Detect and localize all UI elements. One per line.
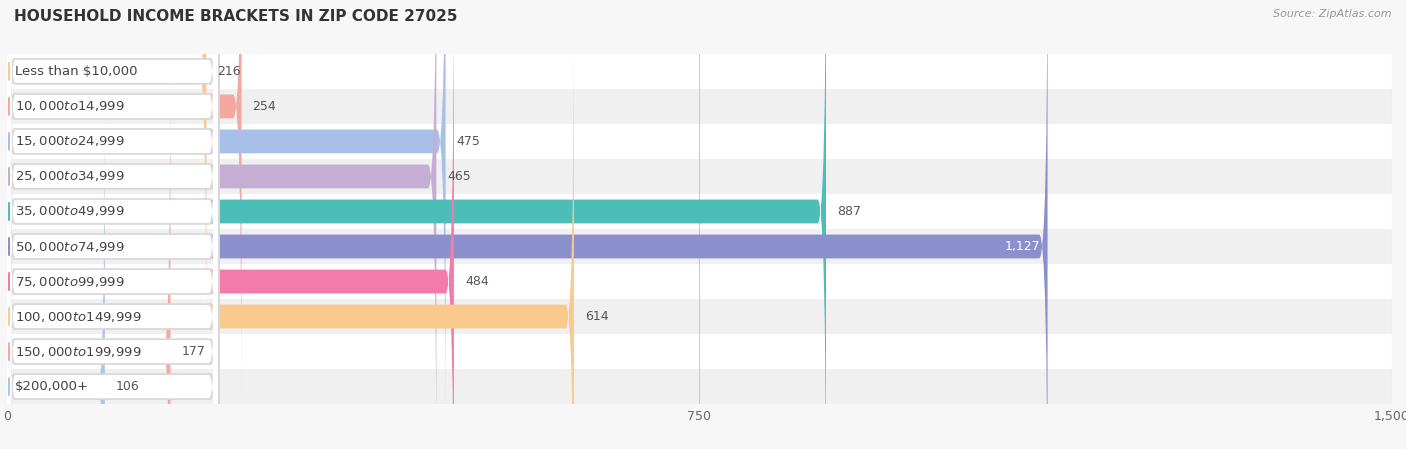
Bar	[7, 229, 1392, 264]
Text: $35,000 to $49,999: $35,000 to $49,999	[15, 204, 125, 219]
FancyBboxPatch shape	[7, 0, 218, 449]
Bar	[7, 299, 1392, 334]
FancyBboxPatch shape	[7, 0, 218, 445]
FancyBboxPatch shape	[7, 83, 218, 449]
Bar	[7, 89, 1392, 124]
Text: 177: 177	[181, 345, 205, 358]
FancyBboxPatch shape	[6, 0, 219, 449]
Text: 254: 254	[253, 100, 277, 113]
Text: 475: 475	[457, 135, 481, 148]
Text: 1,127: 1,127	[1004, 240, 1040, 253]
Text: 614: 614	[585, 310, 609, 323]
FancyBboxPatch shape	[7, 0, 218, 449]
FancyBboxPatch shape	[7, 0, 218, 375]
Bar	[7, 369, 1392, 404]
Text: 106: 106	[115, 380, 139, 393]
Text: $10,000 to $14,999: $10,000 to $14,999	[15, 99, 125, 114]
Bar	[7, 159, 1392, 194]
Text: 465: 465	[447, 170, 471, 183]
FancyBboxPatch shape	[7, 13, 218, 449]
Text: 887: 887	[837, 205, 860, 218]
FancyBboxPatch shape	[7, 0, 218, 410]
FancyBboxPatch shape	[6, 0, 219, 449]
FancyBboxPatch shape	[7, 0, 218, 449]
FancyBboxPatch shape	[7, 0, 242, 409]
Text: $75,000 to $99,999: $75,000 to $99,999	[15, 274, 125, 289]
FancyBboxPatch shape	[6, 85, 219, 449]
Text: Source: ZipAtlas.com: Source: ZipAtlas.com	[1274, 9, 1392, 19]
Text: HOUSEHOLD INCOME BRACKETS IN ZIP CODE 27025: HOUSEHOLD INCOME BRACKETS IN ZIP CODE 27…	[14, 9, 457, 24]
Bar	[7, 194, 1392, 229]
Text: 484: 484	[465, 275, 489, 288]
Text: $100,000 to $149,999: $100,000 to $149,999	[15, 309, 142, 324]
FancyBboxPatch shape	[7, 0, 446, 445]
Text: $50,000 to $74,999: $50,000 to $74,999	[15, 239, 125, 254]
Bar	[7, 334, 1392, 369]
Text: Less than $10,000: Less than $10,000	[15, 65, 138, 78]
FancyBboxPatch shape	[6, 0, 219, 449]
FancyBboxPatch shape	[6, 0, 219, 373]
Bar	[7, 124, 1392, 159]
Text: $25,000 to $34,999: $25,000 to $34,999	[15, 169, 125, 184]
FancyBboxPatch shape	[6, 50, 219, 449]
FancyBboxPatch shape	[7, 0, 436, 449]
FancyBboxPatch shape	[7, 48, 218, 449]
FancyBboxPatch shape	[6, 0, 219, 443]
FancyBboxPatch shape	[6, 0, 219, 449]
Text: $200,000+: $200,000+	[15, 380, 89, 393]
Text: $150,000 to $199,999: $150,000 to $199,999	[15, 344, 142, 359]
FancyBboxPatch shape	[7, 13, 574, 449]
FancyBboxPatch shape	[7, 0, 207, 374]
Text: 216: 216	[218, 65, 242, 78]
FancyBboxPatch shape	[6, 0, 219, 408]
FancyBboxPatch shape	[7, 84, 105, 449]
FancyBboxPatch shape	[6, 15, 219, 449]
FancyBboxPatch shape	[7, 0, 218, 449]
FancyBboxPatch shape	[7, 0, 1047, 449]
FancyBboxPatch shape	[7, 48, 170, 449]
FancyBboxPatch shape	[7, 0, 454, 449]
Bar	[7, 54, 1392, 89]
Text: $15,000 to $24,999: $15,000 to $24,999	[15, 134, 125, 149]
FancyBboxPatch shape	[7, 0, 825, 449]
Bar	[7, 264, 1392, 299]
